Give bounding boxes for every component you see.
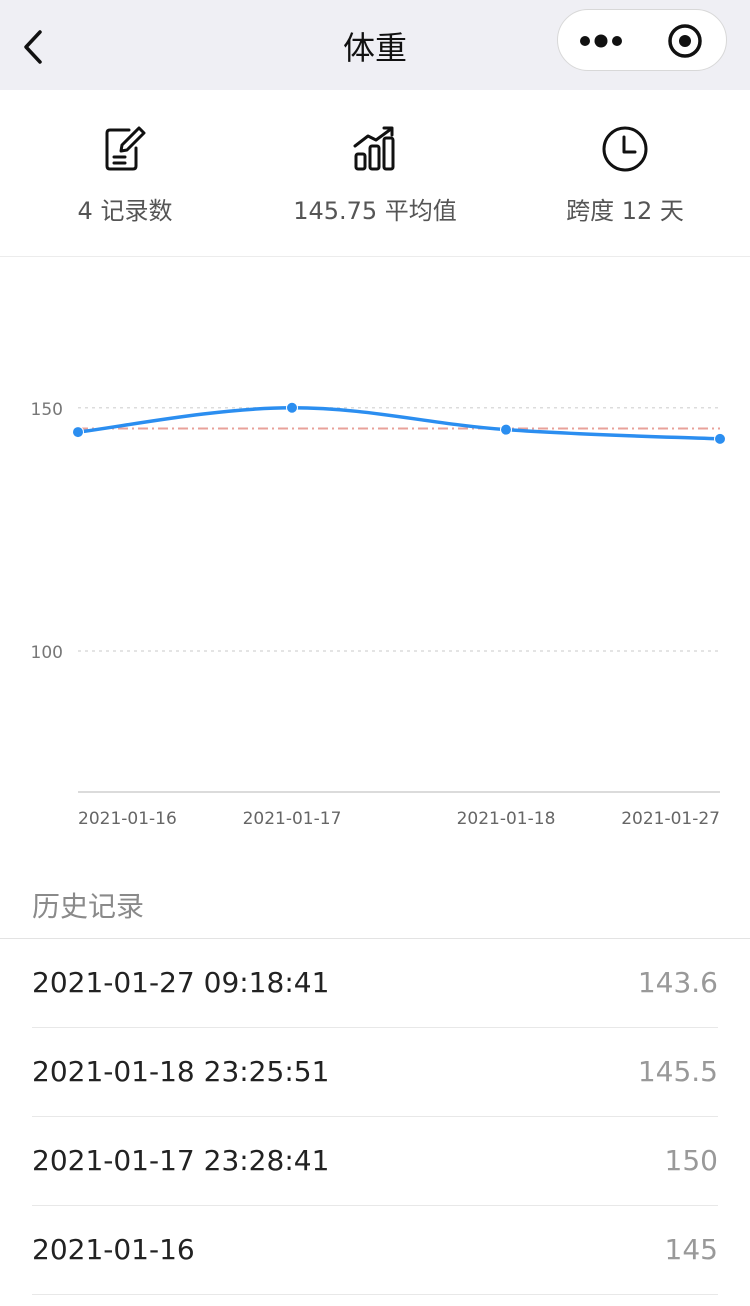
history-row-value: 145.5 (637, 1055, 718, 1088)
bar-chart-rising-icon (353, 126, 395, 171)
history-list: 2021-01-27 09:18:41 143.6 2021-01-18 23:25… (32, 939, 718, 1295)
navigation-bar: 体重 (0, 0, 750, 90)
history-section-title: 历史记录 (32, 890, 145, 923)
stat-record-count: 4 记录数 (0, 90, 250, 256)
history-row-time: 2021-01-16 (32, 1233, 195, 1266)
stat-span: 跨度 12 天 (500, 90, 750, 256)
more-dots-icon (580, 34, 622, 48)
stat-average: 145.75 平均值 (250, 90, 500, 256)
y-tick-label: 100 (31, 643, 63, 663)
chart-canvas: 100 150 2021-01-16 2021-01-17 2021-01-18 2021… (31, 400, 726, 829)
back-button[interactable] (10, 20, 60, 70)
target-close-icon (668, 24, 702, 58)
close-miniprogram-button[interactable] (643, 10, 728, 72)
data-point (500, 423, 512, 436)
history-row-time: 2021-01-18 23:25:51 (32, 1055, 330, 1088)
data-point (714, 432, 726, 445)
summary-stats: 4 记录数 145.75 平均值 跨度 12 天 (0, 90, 750, 257)
x-tick-label: 2021-01-16 (78, 809, 177, 829)
record-count-label: 4 记录数 (77, 197, 173, 225)
chevron-left-icon (24, 30, 42, 64)
history-row[interactable]: 2021-01-16 145 (32, 1206, 718, 1295)
weight-line-chart: 100 150 2021-01-16 2021-01-17 2021-01-18 2021… (0, 257, 750, 847)
y-tick-label: 150 (31, 400, 63, 420)
data-point (72, 426, 84, 439)
history-row-value: 145 (664, 1233, 718, 1266)
average-label: 145.75 平均值 (293, 197, 457, 225)
span-label: 跨度 12 天 (566, 197, 684, 225)
edit-note-icon (105, 126, 146, 171)
x-tick-label: 2021-01-27 (621, 809, 720, 829)
data-point (286, 401, 298, 414)
x-tick-label: 2021-01-17 (243, 809, 342, 829)
history-row-time: 2021-01-17 23:28:41 (32, 1144, 330, 1177)
history-divider (0, 938, 750, 939)
series-line (76, 406, 722, 441)
x-tick-label: 2021-01-18 (457, 809, 556, 829)
history-row[interactable]: 2021-01-27 09:18:41 143.6 (32, 939, 718, 1028)
more-button[interactable] (558, 10, 643, 72)
history-row-value: 143.6 (637, 966, 718, 999)
history-row[interactable]: 2021-01-17 23:28:41 150 (32, 1117, 718, 1206)
history-row-value: 150 (664, 1144, 718, 1177)
clock-icon (602, 126, 648, 172)
history-row-time: 2021-01-27 09:18:41 (32, 966, 330, 999)
capsule-menu (557, 9, 727, 71)
history-row[interactable]: 2021-01-18 23:25:51 145.5 (32, 1028, 718, 1117)
